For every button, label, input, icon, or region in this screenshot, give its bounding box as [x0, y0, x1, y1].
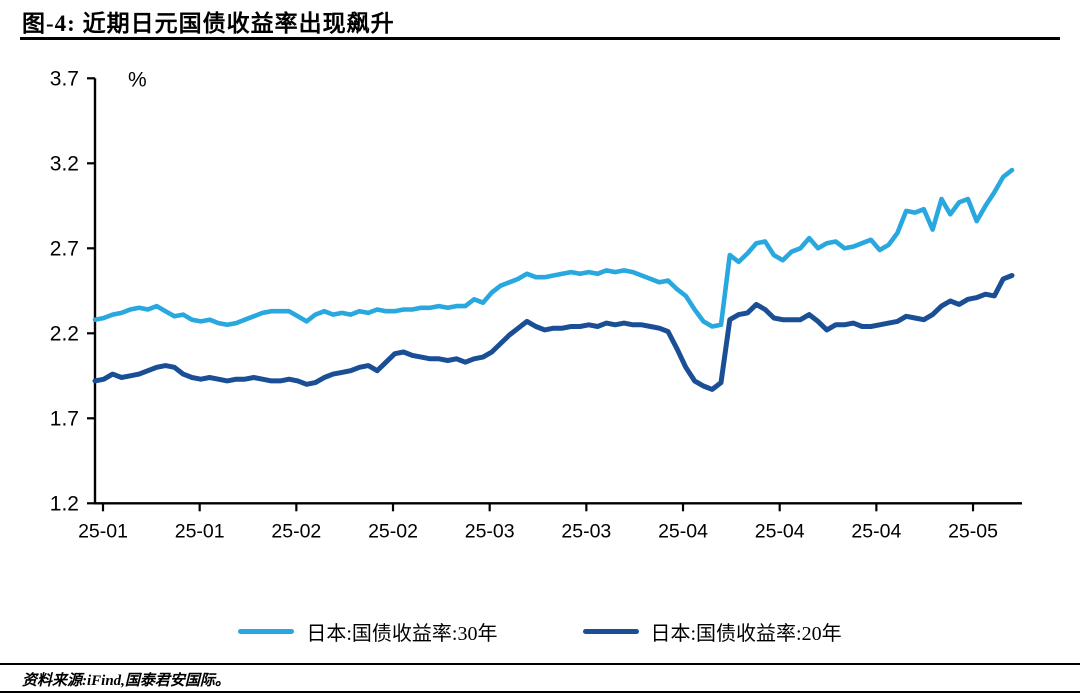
legend-swatch-30y-line	[238, 629, 295, 634]
chart-axes	[93, 78, 1022, 505]
x-axis-label: 25-05	[948, 520, 998, 542]
x-axis-label: 25-02	[368, 520, 418, 542]
footer-divider	[0, 663, 1080, 665]
y-axis-label: 2.7	[50, 237, 79, 260]
legend-label-30y: 日本:国债收益率:30年	[306, 623, 498, 645]
x-axis-label: 25-04	[755, 520, 805, 542]
series-line-20y	[92, 273, 1015, 392]
x-axis-label: 25-04	[851, 520, 901, 542]
legend-label-20y: 日本:国债收益率:20年	[650, 623, 842, 645]
y-axis-label: 3.2	[50, 152, 79, 175]
legend-item-20y: 日本:国债收益率:20年	[582, 617, 842, 646]
legend-item-30y: 日本:国债收益率:30年	[238, 617, 498, 646]
source-note: 资料来源:iFind,国泰君安国际。	[22, 673, 230, 689]
y-axis-unit-label: %	[128, 68, 147, 91]
title-divider	[20, 37, 1060, 40]
yield-line-chart: 3.7 3.2 2.7 2.2 1.7 1.2% 25-01 25-01 25-02 25-02 2…	[50, 67, 1022, 542]
x-axis-label: 25-04	[658, 520, 708, 542]
legend-swatch-20y-line	[582, 629, 639, 634]
y-axis-label: 1.2	[50, 492, 79, 515]
x-axis-label: 25-03	[465, 520, 515, 542]
x-axis-label: 25-01	[175, 520, 225, 542]
x-axis-label: 25-02	[271, 520, 321, 542]
bottom-divider	[0, 691, 1080, 693]
chart-legend: 日本:国债收益率:30年 日本:国债收益率:20年	[0, 617, 1080, 646]
y-axis-label: 1.7	[50, 407, 79, 430]
y-axis-label: 3.7	[50, 67, 79, 90]
y-axis-label: 2.2	[50, 322, 79, 345]
figure-title: 图-4: 近期日元国债收益率出现飙升	[22, 11, 395, 36]
x-axis-label: 25-03	[561, 520, 611, 542]
series-line-30y	[92, 167, 1015, 329]
x-axis-label: 25-01	[78, 520, 128, 542]
